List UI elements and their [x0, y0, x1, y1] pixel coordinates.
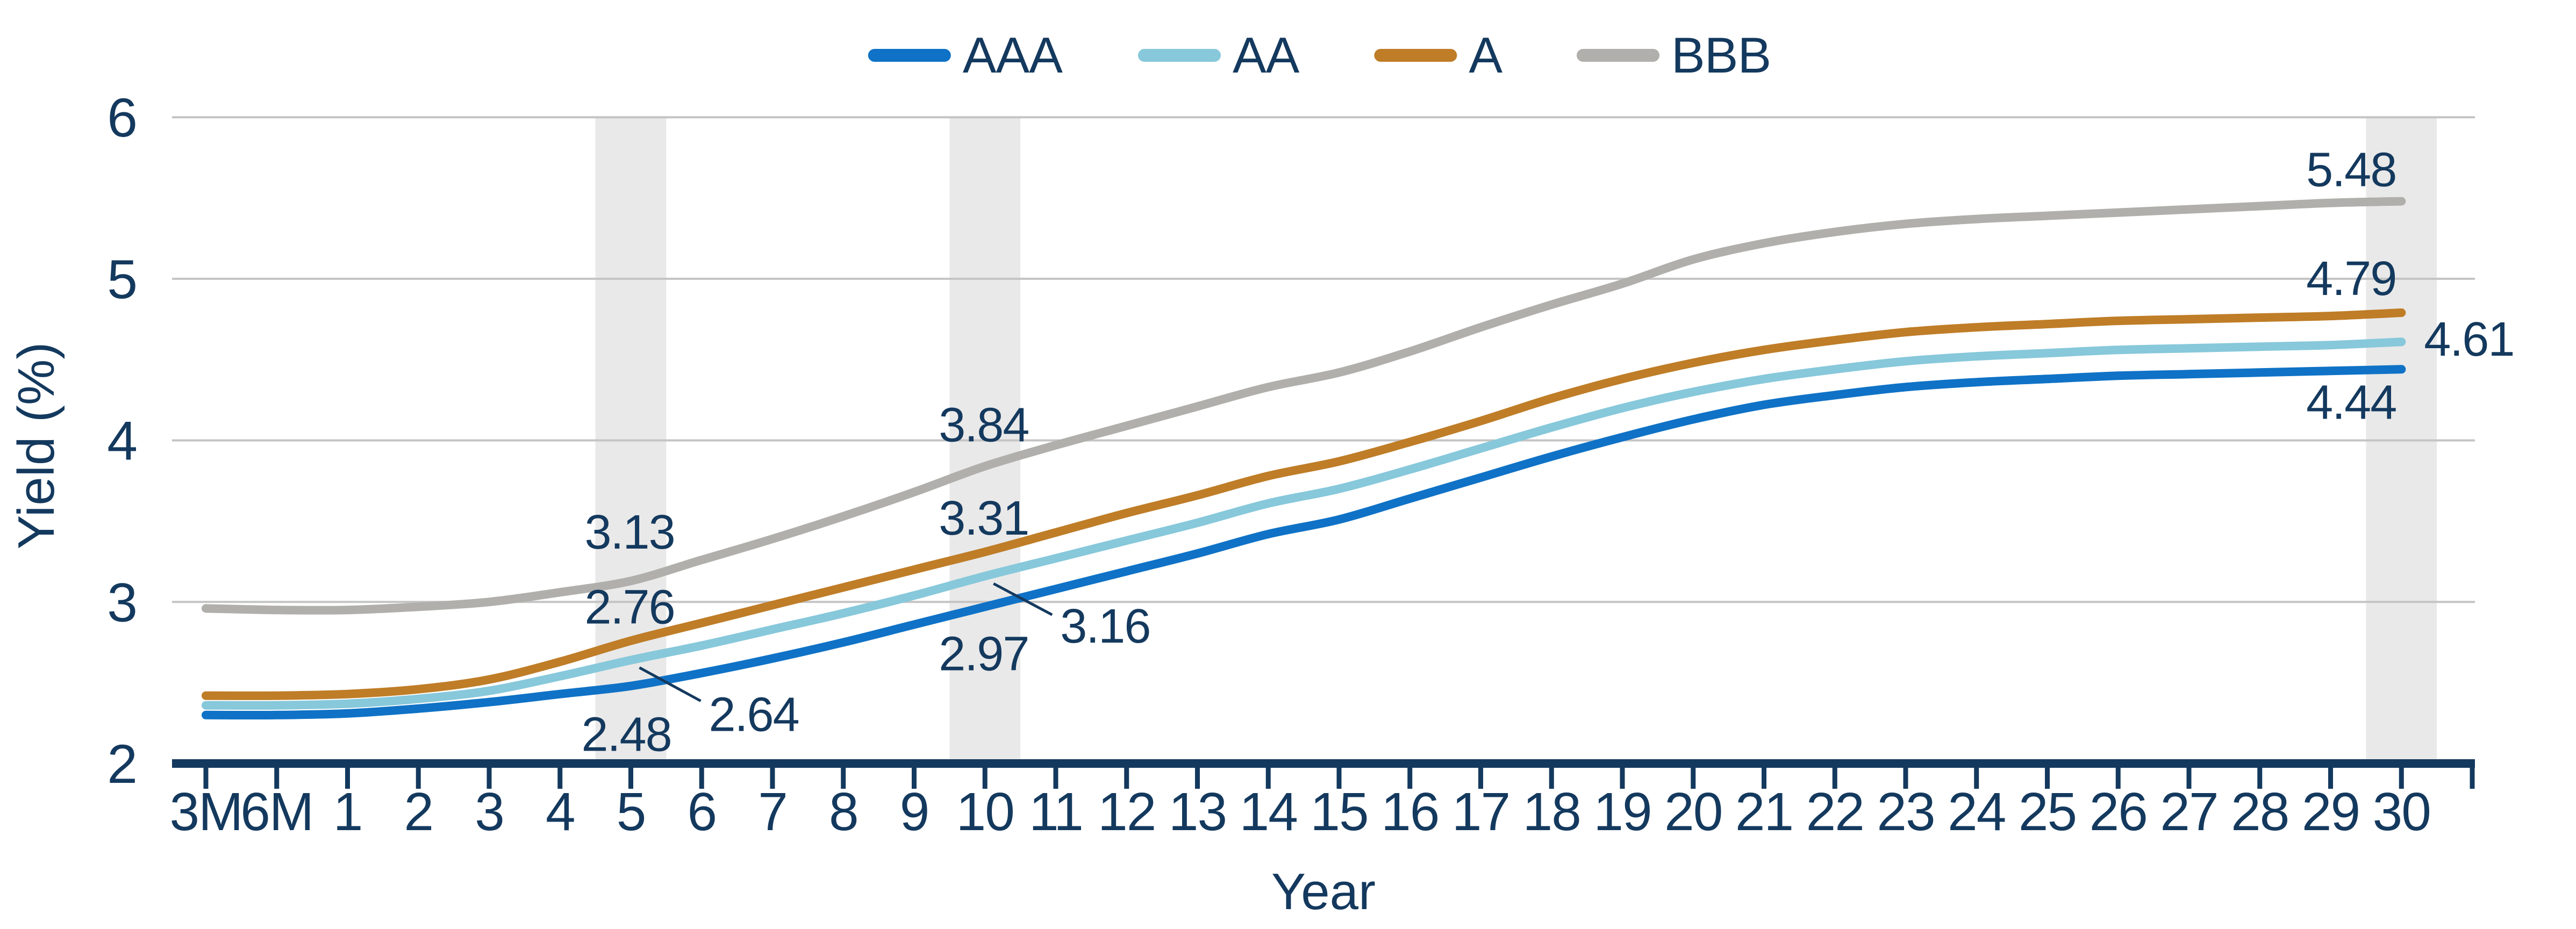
- legend-item-aa: AA: [1137, 27, 1300, 83]
- x-axis-label-26: 26: [2090, 782, 2147, 842]
- legend-label-a: A: [1469, 27, 1502, 83]
- annotation-leader-2.64: [639, 666, 702, 702]
- x-axis-label-29: 29: [2302, 782, 2359, 842]
- annotations: 3.13 2.76 2.48 2.64 3.84 3.31 2.97 3.16 5.48 4.79…: [582, 143, 2515, 762]
- x-axis-label-17: 17: [1452, 782, 1509, 842]
- x-axis-label-30: 30: [2373, 782, 2430, 842]
- annotation-leader-3.16: [993, 582, 1053, 616]
- annotation-bbb-5y: 3.13: [585, 506, 675, 559]
- x-axis-label-6M: 6M: [240, 782, 313, 842]
- legend-label-aa: AA: [1233, 27, 1300, 83]
- y-axis-labels: 2 3 4 5 6: [107, 87, 138, 795]
- annotation-a-10y: 3.31: [939, 492, 1028, 545]
- x-axis-label-10: 10: [956, 782, 1014, 842]
- x-axis-label-15: 15: [1310, 782, 1368, 842]
- x-axis-label-1: 1: [333, 782, 362, 842]
- x-axis-label-22: 22: [1806, 782, 1864, 842]
- x-axis-label-14: 14: [1240, 782, 1297, 842]
- y-axis-label-3: 3: [107, 572, 138, 633]
- legend-item-aaa: AAA: [868, 27, 1063, 83]
- x-axis-title: Year: [1271, 863, 1376, 920]
- gridlines: [172, 116, 2475, 603]
- x-axis: [172, 759, 2475, 789]
- x-axis-label-25: 25: [2019, 782, 2076, 842]
- annotation-bbb-30y: 5.48: [2306, 143, 2396, 197]
- legend-item-a: A: [1374, 27, 1503, 83]
- annotation-a-5y: 2.76: [585, 580, 675, 634]
- annotation-aa-30y: 4.61: [2424, 313, 2514, 366]
- x-axis-label-19: 19: [1593, 782, 1651, 842]
- x-axis-label-6: 6: [687, 782, 716, 842]
- x-axis-label-9: 9: [900, 782, 929, 842]
- annotation-aaa-5y: 2.48: [582, 708, 671, 762]
- y-axis-label-2: 2: [107, 733, 138, 795]
- x-axis-label-16: 16: [1381, 782, 1439, 842]
- x-axis-label-27: 27: [2160, 782, 2217, 842]
- annotation-a-30y: 4.79: [2306, 252, 2396, 306]
- annotation-aa-5y: 2.64: [709, 688, 799, 742]
- x-axis-label-21: 21: [1735, 782, 1793, 842]
- series-line-bbb: [202, 197, 2406, 615]
- annotation-aaa-30y: 4.44: [2306, 376, 2396, 429]
- annotation-aaa-10y: 2.97: [939, 627, 1028, 681]
- x-axis-label-12: 12: [1098, 782, 1155, 842]
- series-line-aa: [202, 337, 2406, 710]
- x-axis-label-5: 5: [617, 782, 646, 842]
- x-axis-ticks: [203, 768, 2475, 789]
- x-axis-label-3: 3: [475, 782, 504, 842]
- series-lines: [202, 197, 2406, 720]
- series-line-aaa: [202, 365, 2406, 720]
- x-axis-label-18: 18: [1523, 782, 1580, 842]
- x-axis-label-20: 20: [1664, 782, 1722, 842]
- series-line-a: [202, 308, 2406, 700]
- x-axis-label-11: 11: [1029, 782, 1083, 842]
- x-axis-label-4: 4: [546, 782, 575, 842]
- legend-label-aaa: AAA: [963, 27, 1063, 83]
- y-axis-title: Yield (%): [8, 342, 65, 550]
- legend: AAA AA A BBB: [868, 27, 1771, 83]
- y-axis-label-6: 6: [107, 87, 138, 148]
- annotation-aa-10y: 3.16: [1060, 600, 1150, 653]
- x-axis-label-8: 8: [829, 782, 858, 842]
- annotation-bbb-10y: 3.84: [939, 399, 1028, 452]
- x-axis-label-24: 24: [1948, 782, 2005, 842]
- x-axis-label-28: 28: [2231, 782, 2288, 842]
- x-axis-label-3M: 3M: [170, 782, 242, 842]
- y-axis-label-5: 5: [107, 249, 138, 310]
- x-axis-label-2: 2: [404, 782, 433, 842]
- y-axis-label-4: 4: [107, 411, 138, 472]
- x-axis-label-7: 7: [758, 782, 787, 842]
- x-axis-label-13: 13: [1169, 782, 1226, 842]
- legend-item-bbb: BBB: [1577, 27, 1771, 83]
- legend-label-bbb: BBB: [1671, 27, 1771, 83]
- x-axis-label-23: 23: [1877, 782, 1934, 842]
